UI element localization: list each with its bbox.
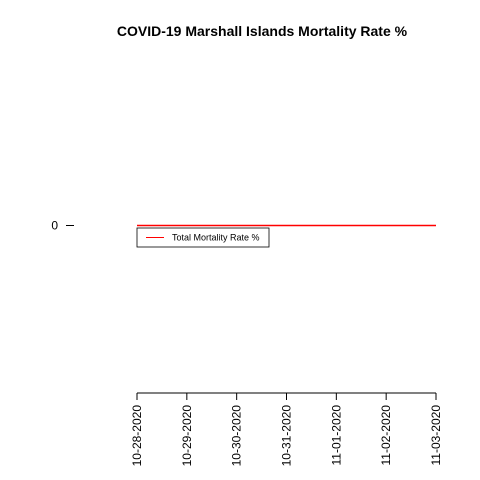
x-tick-label: 11-03-2020	[429, 405, 443, 466]
y-axis: 0	[51, 219, 74, 233]
x-tick-label: 10-29-2020	[180, 405, 194, 467]
y-tick-label: 0	[51, 219, 58, 233]
x-tick-label: 11-02-2020	[379, 405, 393, 466]
chart-title: COVID-19 Marshall Islands Mortality Rate…	[117, 23, 408, 39]
x-tick-label: 10-30-2020	[230, 405, 244, 467]
x-tick-label: 11-01-2020	[329, 405, 343, 466]
x-tick-label: 10-31-2020	[280, 405, 294, 467]
legend-box	[136, 227, 270, 248]
legend-label: Total Mortality Rate %	[172, 233, 260, 243]
legend: Total Mortality Rate %	[136, 227, 270, 248]
x-axis: 10-28-2020 10-29-2020 10-30-2020 10-31-2020…	[130, 392, 443, 467]
x-tick-label: 10-28-2020	[130, 405, 144, 467]
